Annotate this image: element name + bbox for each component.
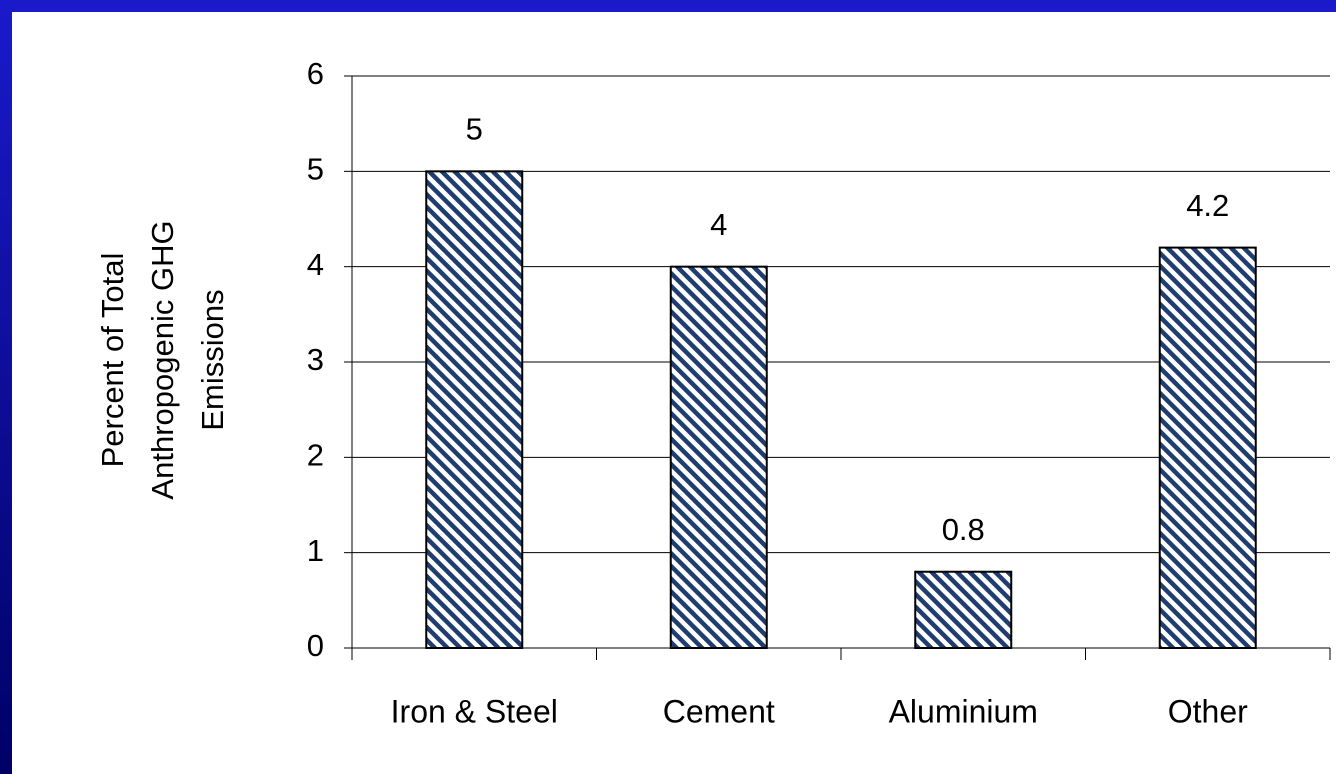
- y-axis-label-line: Percent of Total: [95, 253, 130, 468]
- y-tick-label: 5: [307, 152, 324, 187]
- y-axis-label-line: Emissions: [195, 289, 230, 430]
- x-tick-label: Aluminium: [889, 693, 1038, 729]
- y-tick-label: 2: [307, 438, 324, 473]
- x-tick-label: Cement: [663, 693, 775, 729]
- bar: [425, 170, 524, 649]
- bar: [669, 265, 768, 649]
- bar: [914, 570, 1013, 650]
- data-label: 5: [466, 112, 483, 147]
- x-tick-label: Other: [1168, 693, 1248, 729]
- data-label: 0.8: [942, 512, 985, 547]
- x-tick-label: Iron & Steel: [391, 693, 558, 729]
- y-tick-label: 0: [307, 628, 324, 663]
- y-axis-label: Percent of Total Anthropogenic GHG Emissio…: [95, 220, 230, 499]
- y-tick-label: 1: [307, 533, 324, 568]
- data-label: 4.2: [1186, 188, 1229, 223]
- y-axis-label-line: Anthropogenic GHG: [145, 220, 180, 499]
- y-tick-label: 6: [307, 56, 324, 91]
- data-label: 4: [710, 207, 727, 242]
- bar: [1158, 246, 1257, 649]
- y-tick-label: 3: [307, 342, 324, 377]
- y-tick-label: 4: [307, 247, 324, 282]
